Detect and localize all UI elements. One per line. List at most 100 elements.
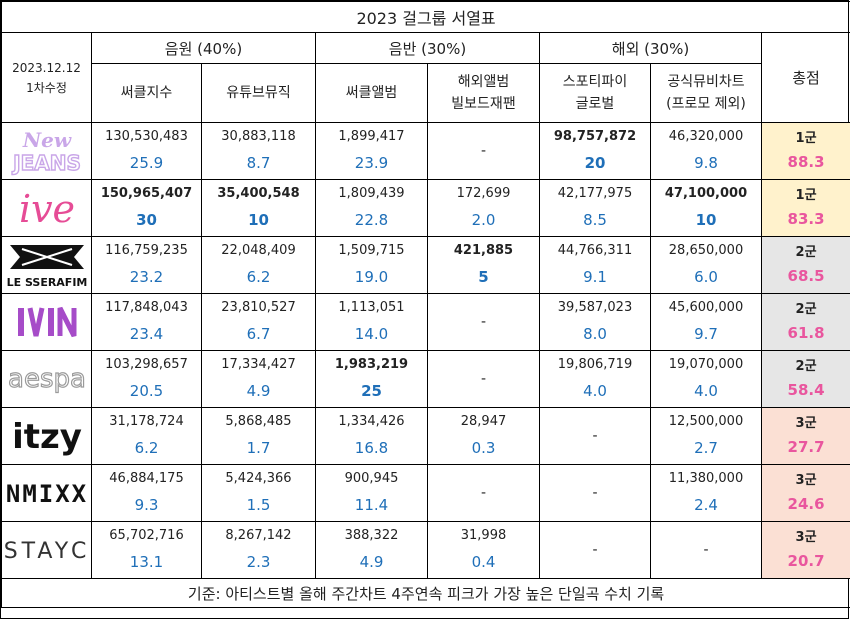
- score-value: 8.7: [246, 154, 271, 172]
- metric-cell: 31,998 0.4: [427, 521, 540, 579]
- group-logo: aespa: [3, 352, 91, 407]
- group-logo: LE SSERAFIM: [3, 238, 91, 293]
- logo-cell: [1, 293, 92, 351]
- svg-text:JEANS: JEANS: [11, 151, 81, 175]
- score-value: 8.5: [583, 211, 607, 229]
- tier-label: 3군: [795, 416, 817, 431]
- revision-label: 1차수정: [26, 80, 67, 95]
- total-score: 88.3: [787, 153, 825, 171]
- metric-cell: 5,868,485 1.7: [201, 407, 316, 465]
- empty-dash: -: [480, 485, 487, 501]
- metric-cell: 130,530,483 25.9: [91, 122, 202, 180]
- empty-dash: -: [703, 542, 709, 558]
- score-value: 4.0: [694, 382, 718, 400]
- score-value: 2.7: [694, 439, 718, 457]
- raw-value: 172,699: [456, 186, 511, 201]
- raw-value: 46,320,000: [668, 129, 744, 144]
- metric-cell: -: [539, 407, 651, 465]
- raw-value: 5,424,366: [225, 471, 292, 486]
- logo-cell: ive: [1, 179, 92, 237]
- total-header: 총점: [760, 32, 850, 123]
- metric-cell: 117,848,043 23.4: [91, 293, 202, 351]
- column-header-line: 써클앨범: [345, 85, 398, 101]
- score-value: 9.1: [583, 268, 607, 286]
- ranking-table: 2023 걸그룹 서열표 2023.12.12 1차수정 음원 (40%) 음반…: [0, 1, 850, 608]
- raw-value: 30,883,118: [221, 129, 296, 144]
- total-score: 58.4: [787, 381, 825, 399]
- metric-cell: 46,884,175 9.3: [91, 464, 202, 522]
- metric-cell: 17,334,427 4.9: [201, 350, 316, 408]
- raw-value: 17,334,427: [221, 357, 296, 372]
- score-value: 8.0: [583, 325, 607, 343]
- metric-cell: -: [427, 350, 540, 408]
- metric-cell: 421,885 5: [427, 236, 540, 294]
- score-value: 4.9: [359, 553, 384, 571]
- tier-label: 2군: [795, 359, 817, 374]
- revision-date: 2023.12.12: [12, 60, 81, 75]
- metric-cell: 31,178,724 6.2: [91, 407, 202, 465]
- column-header-line: (프로모 제외): [666, 96, 746, 112]
- metric-cell: 116,759,235 23.2: [91, 236, 202, 294]
- table-row: itzy 31,178,724 6.2 5,868,485 1.7 1,334,426 16…: [1, 407, 850, 465]
- metric-cell: 1,899,417 23.9: [315, 122, 428, 180]
- score-value: 10: [248, 211, 269, 229]
- raw-value: 45,600,000: [668, 300, 744, 315]
- column-header-line: 해외앨범: [457, 74, 510, 90]
- empty-dash: -: [592, 542, 598, 558]
- metric-cell: 23,810,527 6.7: [201, 293, 316, 351]
- raw-value: 19,806,719: [557, 357, 633, 372]
- metric-cell: 1,113,051 14.0: [315, 293, 428, 351]
- metric-cell: 39,587,023 8.0: [539, 293, 651, 351]
- column-header: 유튜브뮤직: [201, 63, 316, 123]
- score-value: 23.9: [354, 154, 389, 172]
- column-header: 스포티파이 글로벌: [539, 63, 651, 123]
- logo-cell: LE SSERAFIM: [1, 236, 92, 294]
- metric-cell: 900,945 11.4: [315, 464, 428, 522]
- metric-cell: 45,600,000 9.7: [650, 293, 762, 351]
- raw-value: 116,759,235: [105, 243, 188, 258]
- column-header: 써클지수: [91, 63, 202, 123]
- raw-value: 103,298,657: [105, 357, 188, 372]
- data-rows: New JEANS 130,530,483 25.9 30,883,118 8.7 1,89…: [1, 122, 850, 579]
- metric-cell: 103,298,657 20.5: [91, 350, 202, 408]
- metric-cell: 44,766,311 9.1: [539, 236, 651, 294]
- score-value: 11.4: [354, 496, 389, 514]
- score-value: 23.4: [129, 325, 164, 343]
- aespa-logo: aespa: [7, 363, 86, 394]
- raw-value: 5,868,485: [225, 414, 292, 429]
- metric-cell: 65,702,716 13.1: [91, 521, 202, 579]
- column-header-row: 써클지수 유튜브뮤직 써클앨범 해외앨범 빌보드재팬 스포티파이 글로벌 공식뮤비차트 (프로모…: [2, 63, 850, 123]
- total-score: 61.8: [787, 324, 825, 342]
- group-header-streaming: 음원 (40%): [91, 32, 316, 64]
- column-header: 공식뮤비차트 (프로모 제외): [650, 63, 762, 123]
- raw-value: 19,070,000: [668, 357, 744, 372]
- total-score: 83.3: [787, 210, 825, 228]
- metric-cell: 98,757,872 20: [539, 122, 651, 180]
- raw-value: 1,509,715: [338, 243, 405, 258]
- metric-cell: 30,883,118 8.7: [201, 122, 316, 180]
- raw-value: 11,380,000: [668, 471, 744, 486]
- logo-cell: NMIXX: [1, 464, 92, 522]
- total-cell: 2군 61.8: [760, 293, 850, 351]
- total-cell: 2군 68.5: [760, 236, 850, 294]
- total-cell: 3군 24.6: [760, 464, 850, 522]
- raw-value: 1,113,051: [338, 300, 405, 315]
- raw-value: 46,884,175: [109, 471, 184, 486]
- footer-note: 기준: 아티스트별 올해 주간차트 4주연속 피크가 가장 높은 단일곡 수치 …: [0, 578, 850, 608]
- metric-cell: 1,983,219 25: [315, 350, 428, 408]
- ivin-logo: [17, 306, 76, 338]
- score-value: 2.4: [694, 496, 718, 514]
- metric-cell: 1,509,715 19.0: [315, 236, 428, 294]
- metric-cell: -: [427, 293, 540, 351]
- tier-label: 1군: [795, 131, 817, 146]
- group-header-album: 음반 (30%): [315, 32, 540, 64]
- raw-value: 130,530,483: [105, 129, 188, 144]
- empty-dash: -: [480, 143, 487, 159]
- column-header-line: 글로벌: [575, 96, 615, 112]
- metric-cell: 11,380,000 2.4: [650, 464, 762, 522]
- group-logo: ive: [3, 181, 91, 236]
- metric-cell: 388,322 4.9: [315, 521, 428, 579]
- raw-value: 42,177,975: [557, 186, 633, 201]
- metric-cell: 42,177,975 8.5: [539, 179, 651, 237]
- group-header-overseas: 해외 (30%): [539, 32, 762, 64]
